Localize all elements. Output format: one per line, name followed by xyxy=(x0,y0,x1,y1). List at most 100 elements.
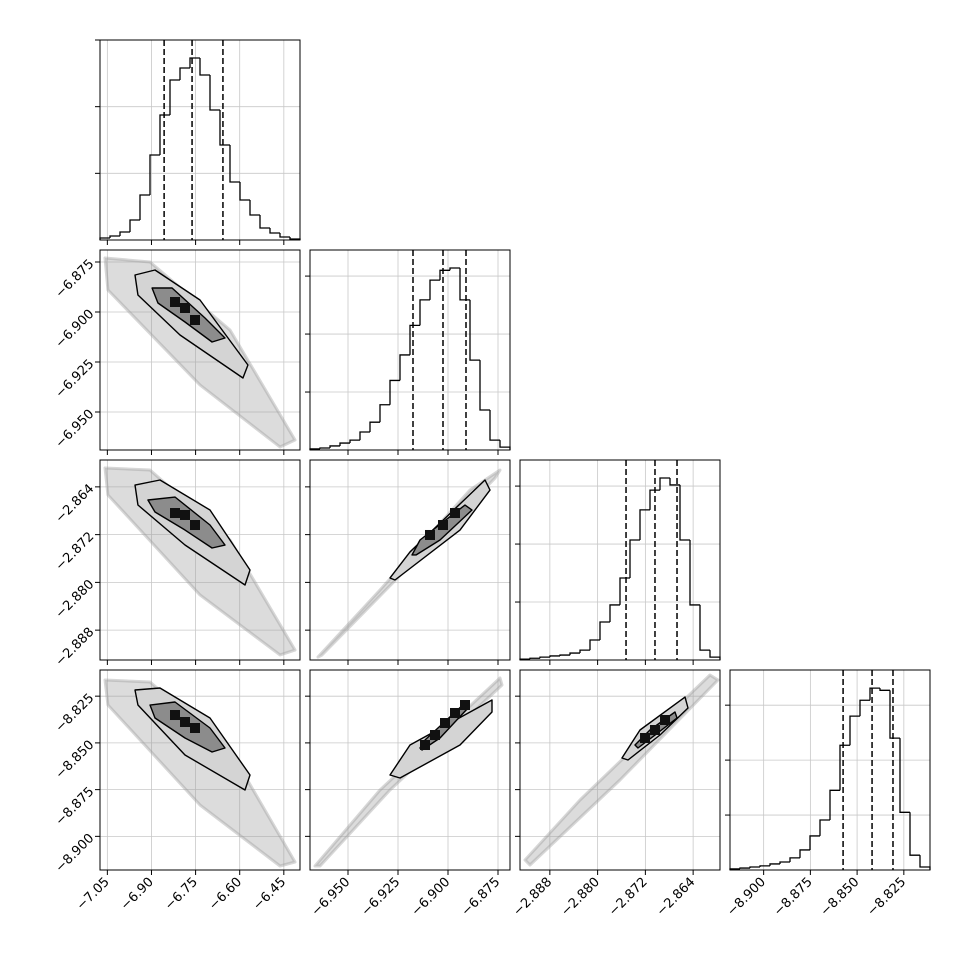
hist-step xyxy=(679,484,690,541)
x-tick-label: −7.05 xyxy=(74,875,113,914)
density-peak xyxy=(190,723,200,733)
hist-step xyxy=(779,861,790,864)
y-tick-label: −2.872 xyxy=(53,529,98,574)
hist-step xyxy=(829,789,840,820)
hist-step xyxy=(869,687,880,701)
hist-step xyxy=(889,690,900,739)
x-tick-label: −6.90 xyxy=(118,875,157,914)
contour xyxy=(389,699,493,779)
hist-step xyxy=(559,654,570,656)
hist-step xyxy=(689,540,700,606)
density-peak xyxy=(440,718,450,729)
hist-step xyxy=(199,58,210,76)
hist-step xyxy=(169,79,180,115)
hist-step xyxy=(209,75,220,111)
hist-step xyxy=(489,410,500,441)
density-peak xyxy=(430,730,440,741)
panel-frame xyxy=(519,459,721,661)
x-tick-label: −8.900 xyxy=(724,875,769,920)
hist-step xyxy=(529,657,540,660)
hist-step xyxy=(139,194,150,220)
x-tick-label: −8.850 xyxy=(818,875,863,920)
hist-step xyxy=(569,652,580,656)
density-peak xyxy=(170,710,180,721)
density-peak xyxy=(438,520,448,531)
hist-step xyxy=(749,866,760,869)
hist-step xyxy=(189,57,200,68)
y-tick-label: −2.888 xyxy=(53,625,98,670)
hist-step xyxy=(769,863,780,866)
scatter-cloud xyxy=(103,678,297,868)
x-tick-label: −6.75 xyxy=(162,875,201,914)
hist-step xyxy=(619,577,630,605)
hist-step xyxy=(389,379,400,405)
hist-step xyxy=(319,447,330,449)
hist-step xyxy=(149,154,160,195)
density-peak xyxy=(450,707,460,718)
hist-step xyxy=(349,439,360,444)
panel-frame xyxy=(99,249,301,451)
hist-step xyxy=(759,865,770,867)
density-peak xyxy=(425,529,435,540)
contour xyxy=(147,496,226,549)
hist-step xyxy=(449,267,460,271)
y-tick-label: −2.880 xyxy=(53,577,98,622)
hist-step xyxy=(379,404,390,423)
hist-step xyxy=(259,215,270,229)
x-tick-label: −6.45 xyxy=(250,875,289,914)
y-tick-label: −8.875 xyxy=(53,784,98,829)
hist-step xyxy=(849,715,860,746)
y-tick-label: −6.875 xyxy=(53,257,98,302)
panel-frame xyxy=(519,669,721,871)
y-tick-label: −2.864 xyxy=(53,482,98,527)
hist-step xyxy=(579,649,590,654)
density-peak xyxy=(640,733,651,743)
density-peak xyxy=(450,508,460,519)
panel-frame xyxy=(309,249,511,451)
hist-step xyxy=(459,267,470,301)
scatter-cloud xyxy=(103,466,297,657)
density-peak xyxy=(460,700,470,711)
hist-step xyxy=(369,421,380,433)
hist-step xyxy=(899,738,910,813)
hist-step xyxy=(179,67,190,80)
panel-frame xyxy=(729,669,931,871)
hist-step xyxy=(609,604,620,623)
panel-frame xyxy=(99,39,301,241)
hist-step xyxy=(279,233,290,238)
hist-step xyxy=(249,200,260,216)
density-peak xyxy=(420,740,430,751)
hist-step xyxy=(359,431,370,441)
density-peak xyxy=(180,509,190,520)
density-peak xyxy=(660,715,671,725)
hist-step xyxy=(589,639,600,651)
hist-step xyxy=(819,819,830,836)
hist-step xyxy=(479,360,490,411)
x-tick-label: −6.900 xyxy=(409,875,454,920)
hist-step xyxy=(219,110,230,146)
hist-step xyxy=(669,477,680,486)
hist-step xyxy=(409,324,420,355)
hist-step xyxy=(129,219,140,232)
scatter-cloud xyxy=(103,256,297,449)
hist-step xyxy=(399,354,410,381)
density-peak xyxy=(190,315,200,325)
x-tick-label: −6.925 xyxy=(359,875,404,920)
density-peak xyxy=(180,303,190,313)
hist-step xyxy=(539,656,550,659)
hist-step xyxy=(549,655,560,658)
y-tick-label: −6.900 xyxy=(53,307,98,352)
hist-step xyxy=(469,299,480,361)
hist-step xyxy=(639,509,650,540)
hist-step xyxy=(739,867,750,869)
y-tick-label: −8.900 xyxy=(53,831,98,876)
hist-step xyxy=(699,604,710,651)
hist-step xyxy=(339,442,350,446)
hist-step xyxy=(599,621,610,640)
x-tick-label: −6.60 xyxy=(206,875,245,914)
panel-frame xyxy=(309,669,511,871)
hist-step xyxy=(229,145,240,183)
hist-step xyxy=(659,477,670,491)
